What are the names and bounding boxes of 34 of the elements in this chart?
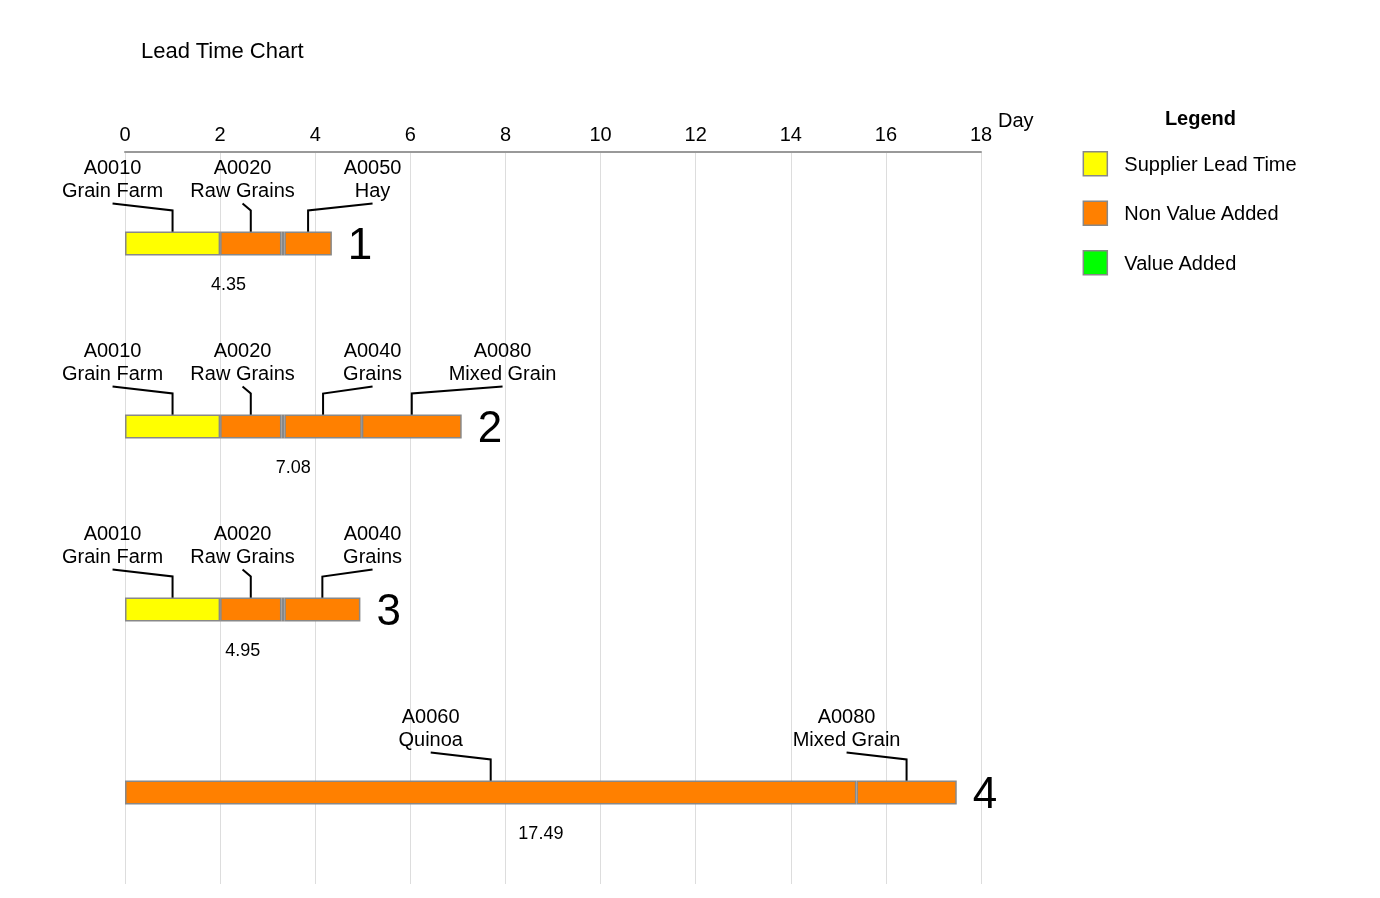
x-tick-label: 18 xyxy=(969,123,993,145)
annotation: A0080 Mixed Grain xyxy=(792,705,901,750)
total-label: 17.49 xyxy=(518,822,564,843)
annotation: A0040 Grains xyxy=(343,522,403,567)
total-label: 7.08 xyxy=(275,456,311,477)
annotation: A0080 Mixed Grain xyxy=(448,339,557,384)
annotation: A0050 Hay xyxy=(343,156,402,201)
annotation: A0010 Grain Farm xyxy=(61,339,164,384)
annotation: A0010 Grain Farm xyxy=(61,522,164,567)
x-tick-label: 12 xyxy=(684,123,707,145)
y-tick-label: 1 xyxy=(347,219,373,268)
legend-label: Supplier Lead Time xyxy=(1124,152,1297,175)
annotation: A0010 Grain Farm xyxy=(61,156,164,201)
x-tick-label: 8 xyxy=(499,123,512,145)
total-label: 4.35 xyxy=(210,273,246,294)
legend-label: Non Value Added xyxy=(1124,202,1279,225)
x-tick-label: 16 xyxy=(874,123,898,145)
annotation: A0060 Quinoa xyxy=(398,705,464,750)
x-tick-label: 0 xyxy=(119,123,131,145)
legend-label: Value Added xyxy=(1124,251,1237,274)
legend-title: Legend xyxy=(1164,107,1237,129)
x-tick-label: 14 xyxy=(779,123,802,145)
annotation: A0020 Raw Grains xyxy=(190,522,295,567)
x-tick-label: 10 xyxy=(589,123,612,145)
x-tick-label: 4 xyxy=(309,123,321,145)
annotation: A0020 Raw Grains xyxy=(190,339,295,384)
y-tick-label: 3 xyxy=(376,585,401,634)
total-label: 4.95 xyxy=(225,639,261,660)
x-tick-label: 6 xyxy=(404,123,416,145)
annotation: A0020 Raw Grains xyxy=(190,156,295,201)
annotation: A0040 Grains xyxy=(343,339,403,384)
x-axis-title: Day xyxy=(998,109,1034,131)
x-tick-label: 2 xyxy=(214,123,226,145)
chart-title: Lead Time Chart xyxy=(141,37,304,63)
